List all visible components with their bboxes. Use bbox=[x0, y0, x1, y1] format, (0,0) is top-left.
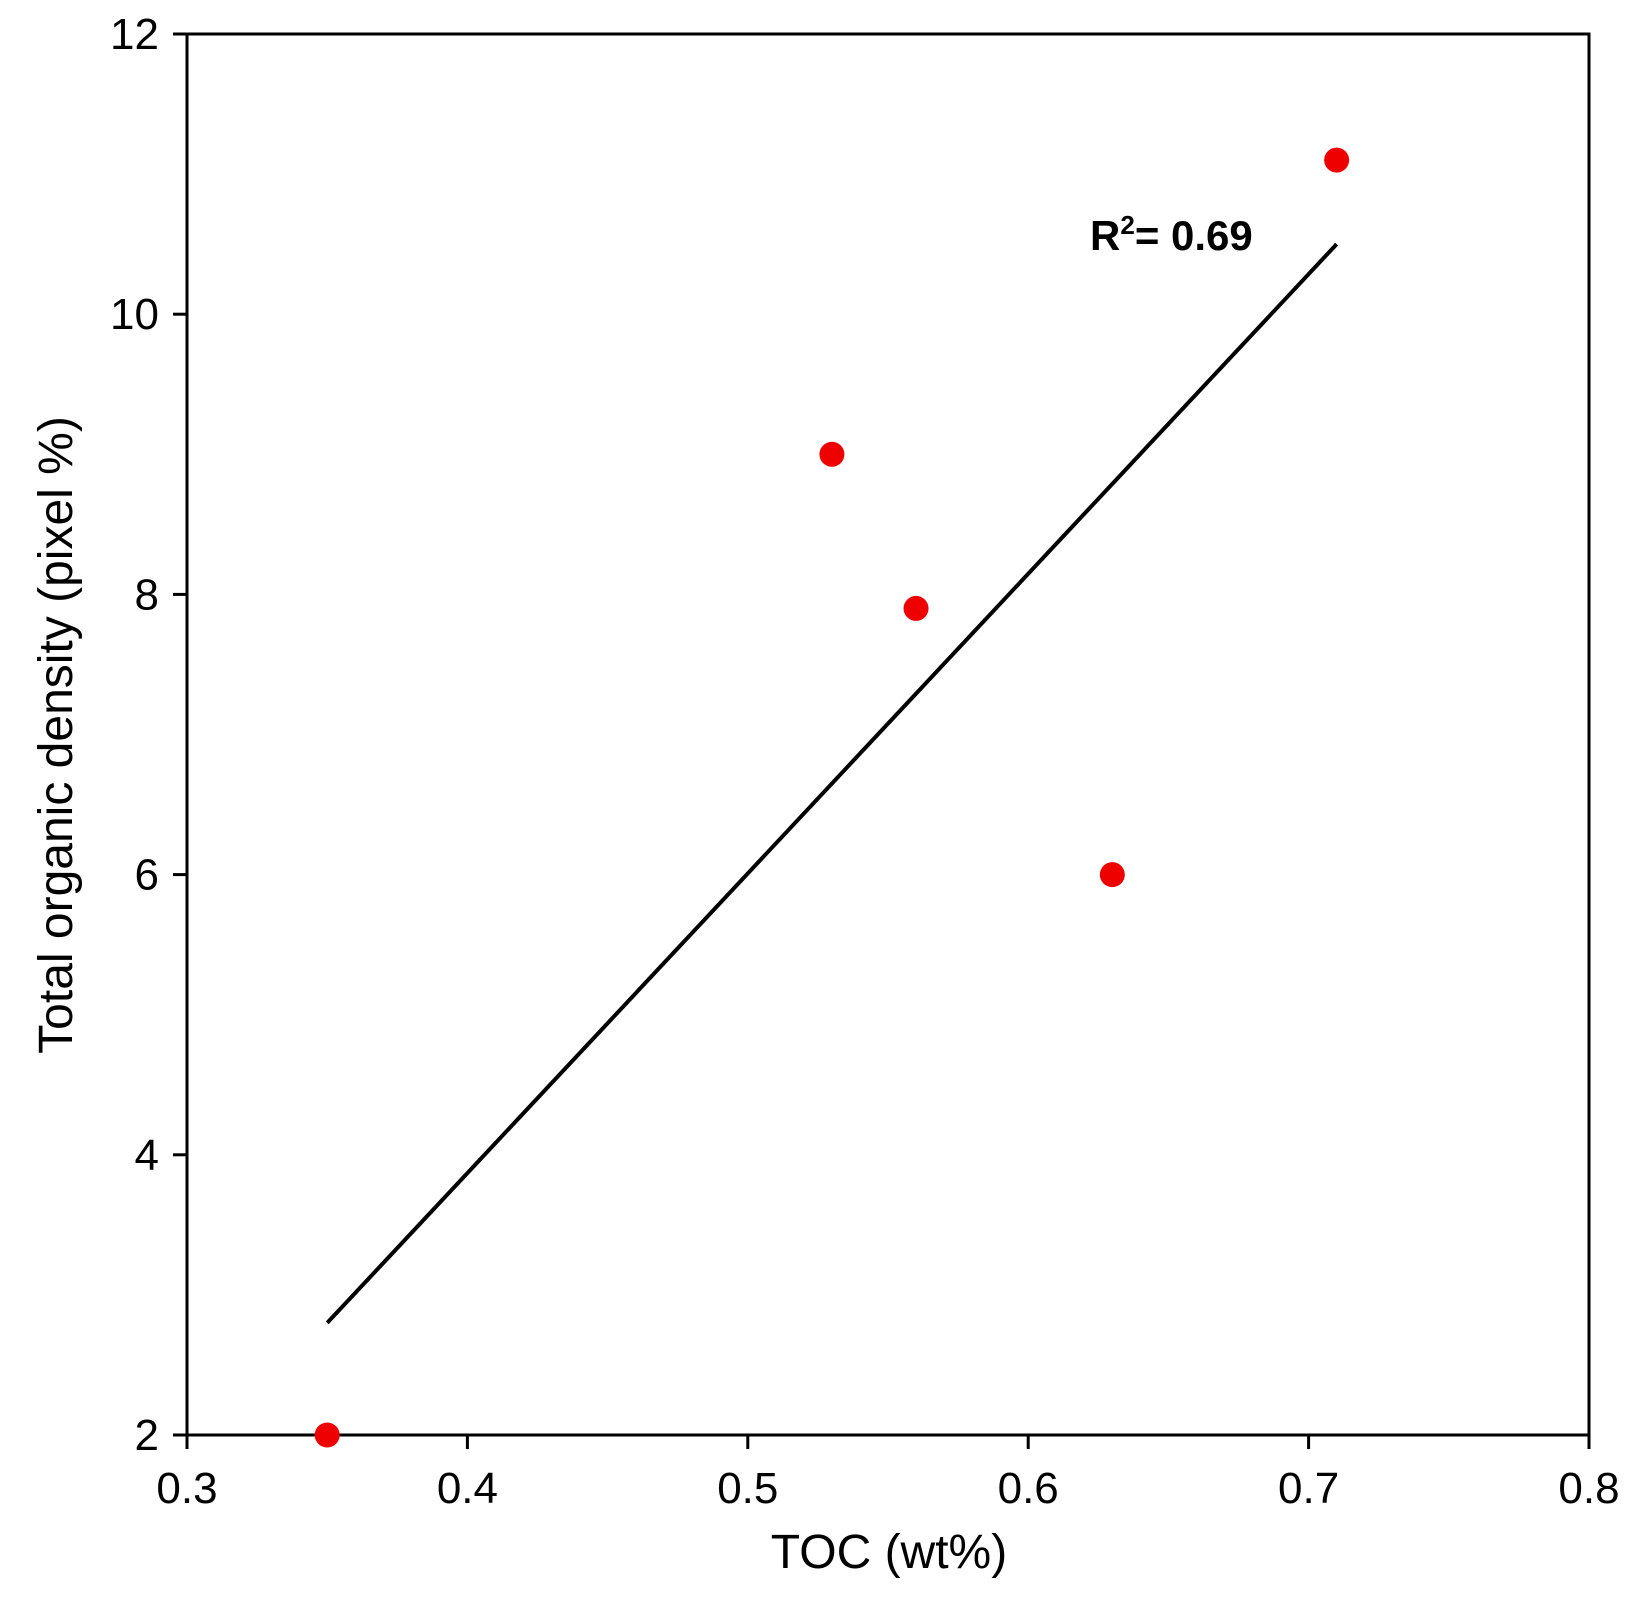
y-tick-label: 12 bbox=[110, 10, 159, 59]
x-tick-label: 0.6 bbox=[998, 1464, 1059, 1513]
data-points bbox=[314, 147, 1350, 1448]
x-axis-title: TOC (wt%) bbox=[771, 1526, 1007, 1579]
y-tick-label: 8 bbox=[135, 570, 159, 619]
x-tick-label: 0.3 bbox=[156, 1464, 217, 1513]
x-tick-label: 0.5 bbox=[717, 1464, 778, 1513]
x-tick-label: 0.7 bbox=[1278, 1464, 1339, 1513]
y-axis: 2 4 6 8 10 12 bbox=[110, 10, 187, 1460]
r-squared-value: = 0.69 bbox=[1135, 212, 1253, 259]
x-tick-label: 0.4 bbox=[437, 1464, 498, 1513]
regression-line bbox=[325, 242, 1339, 1325]
data-point bbox=[1324, 147, 1350, 173]
y-tick-label: 10 bbox=[110, 290, 159, 339]
y-tick-label: 2 bbox=[135, 1411, 159, 1460]
data-point bbox=[819, 441, 845, 467]
x-tick-label: 0.8 bbox=[1558, 1464, 1619, 1513]
y-tick-label: 4 bbox=[135, 1131, 159, 1180]
y-tick-label: 6 bbox=[135, 851, 159, 900]
r-squared-letter: R bbox=[1090, 212, 1120, 259]
plot-area bbox=[185, 32, 1591, 1437]
x-axis: 0.3 0.4 0.5 0.6 0.7 0.8 bbox=[156, 1435, 1620, 1513]
r-squared-annotation: R2= 0.69 bbox=[1090, 210, 1253, 259]
r-squared-superscript: 2 bbox=[1120, 210, 1134, 240]
data-point bbox=[314, 1422, 340, 1448]
data-point bbox=[1099, 862, 1125, 888]
data-point bbox=[903, 595, 929, 621]
y-axis-title: Total organic density (pixel %) bbox=[30, 416, 83, 1054]
trendline-layer bbox=[325, 242, 1339, 1325]
plot-border bbox=[185, 32, 1591, 1437]
